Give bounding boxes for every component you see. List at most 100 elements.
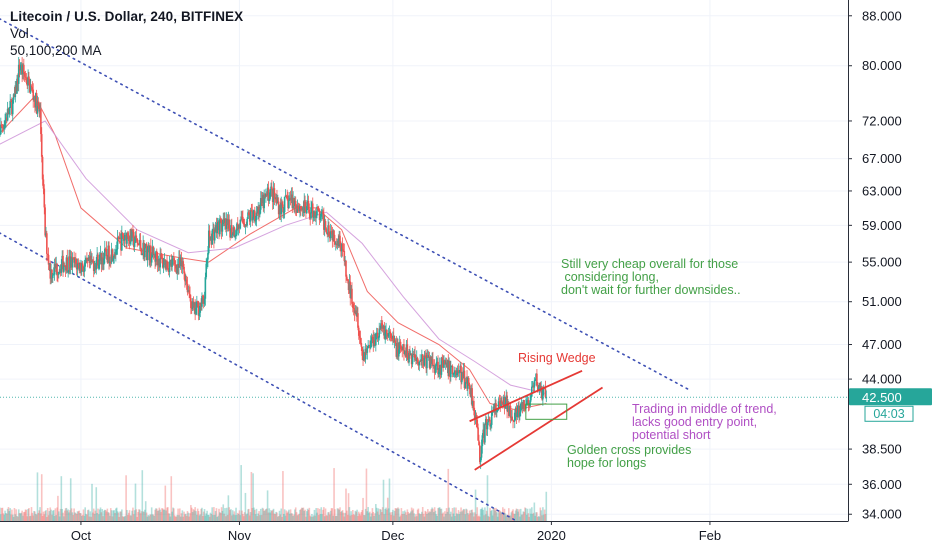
volume-bar <box>109 508 112 521</box>
volume-bar <box>277 516 279 521</box>
volume-bar <box>449 514 451 521</box>
candle-body <box>19 69 22 71</box>
volume-bar <box>4 510 6 521</box>
x-tick-label: Feb <box>699 528 721 543</box>
candle-body <box>27 76 29 86</box>
candle-body <box>196 301 199 303</box>
candle-body <box>415 357 417 362</box>
volume-bar <box>83 515 86 521</box>
candle-body <box>510 416 513 418</box>
candle-body <box>362 355 364 361</box>
volume-bar <box>459 511 462 521</box>
volume-bar <box>277 515 280 521</box>
candle-body <box>465 377 467 383</box>
candle-body <box>325 228 328 233</box>
candle-body <box>5 117 7 121</box>
candle-body <box>148 245 150 261</box>
volume-bar <box>381 507 384 521</box>
volume-bar <box>82 509 85 521</box>
volume-bar <box>236 514 238 521</box>
candle-body <box>0 124 3 127</box>
candle-body <box>451 365 454 375</box>
volume-bar <box>267 512 270 521</box>
volume-bar <box>236 512 239 521</box>
volume-bar <box>470 509 473 521</box>
volume-bar <box>299 509 301 521</box>
volume-bar <box>23 512 25 521</box>
volume-bar <box>254 509 256 521</box>
volume-bar <box>466 509 468 521</box>
candle-body <box>413 353 415 355</box>
volume-indicator-label[interactable]: Vol <box>10 26 29 41</box>
volume-bar <box>94 510 97 521</box>
candle-body <box>121 232 124 236</box>
volume-bar <box>357 511 360 521</box>
volume-bar <box>264 510 266 521</box>
candle-body <box>455 370 457 376</box>
volume-bar <box>71 512 74 521</box>
volume-bar <box>313 509 316 521</box>
candle-body <box>518 405 520 417</box>
candle-body <box>207 253 209 260</box>
volume-bar <box>191 512 194 521</box>
volume-bar <box>361 510 363 521</box>
candle-body <box>284 195 287 197</box>
volume-bar <box>142 511 144 521</box>
candle-body <box>88 257 91 263</box>
volume-bar <box>135 509 138 521</box>
candle-body <box>500 400 502 407</box>
trend-channel <box>0 18 691 522</box>
volume-bar <box>251 507 254 521</box>
candle-body <box>389 331 392 334</box>
wedge-lower-line <box>474 386 604 471</box>
candle-body <box>343 250 346 262</box>
candle-body <box>260 198 263 203</box>
candle-body <box>411 353 414 365</box>
volume-bar <box>92 508 95 521</box>
volume-bar <box>337 508 340 521</box>
volume-bar <box>311 514 313 521</box>
volume-bar <box>375 507 378 521</box>
candle-body <box>250 210 253 212</box>
candle-body <box>386 329 388 335</box>
candle-body <box>156 258 159 266</box>
volume-bar <box>426 513 428 521</box>
volume-bar <box>147 514 150 521</box>
candle-body <box>77 262 80 264</box>
volume-bar <box>536 516 539 521</box>
candle-body <box>384 332 387 339</box>
candle-body <box>261 194 264 203</box>
candle-body <box>499 402 502 407</box>
volume-bar <box>225 507 228 521</box>
volume-bar <box>178 515 180 521</box>
volume-bar <box>400 508 403 521</box>
candle-body <box>69 256 72 268</box>
volume-bar <box>189 513 191 521</box>
candle-body <box>200 302 202 307</box>
candle-body <box>287 199 289 208</box>
volume-bar <box>335 515 338 521</box>
candle-body <box>157 259 160 266</box>
candle-body <box>398 349 400 357</box>
candle-body <box>222 218 225 225</box>
candle-body <box>449 361 451 378</box>
volume-bar <box>364 508 367 521</box>
volume-bar <box>401 513 404 521</box>
volume-bar <box>469 513 472 521</box>
volume-bar <box>242 514 244 521</box>
volume-bar <box>295 512 298 521</box>
volume-bar <box>195 511 197 521</box>
candle-body <box>215 225 218 234</box>
volume-bar <box>339 507 341 521</box>
volume-bar <box>205 513 208 521</box>
candle-body <box>323 221 326 230</box>
candle-body <box>41 156 44 180</box>
volume-bar <box>432 512 435 521</box>
candle-body <box>354 310 357 314</box>
volume-bar <box>371 508 374 521</box>
moving-average-indicator-label[interactable]: 50,100,200 MA <box>10 43 102 58</box>
volume-bar <box>190 507 193 521</box>
candle-body <box>346 276 348 280</box>
volume-bar <box>266 490 269 521</box>
